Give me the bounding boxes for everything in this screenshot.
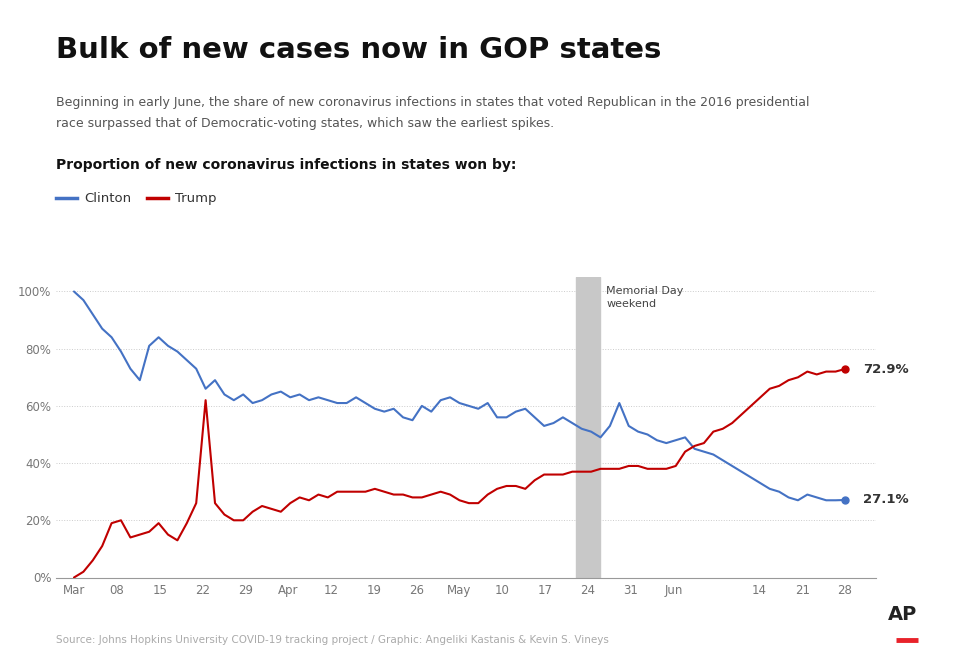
Text: Proportion of new coronavirus infections in states won by:: Proportion of new coronavirus infections… bbox=[56, 158, 516, 172]
Text: 27.1%: 27.1% bbox=[863, 494, 909, 506]
Text: Trump: Trump bbox=[175, 191, 217, 205]
Text: Beginning in early June, the share of new coronavirus infections in states that : Beginning in early June, the share of ne… bbox=[56, 96, 809, 109]
Text: Source: Johns Hopkins University COVID-19 tracking project / Graphic: Angeliki K: Source: Johns Hopkins University COVID-1… bbox=[56, 636, 609, 645]
Text: Bulk of new cases now in GOP states: Bulk of new cases now in GOP states bbox=[56, 36, 661, 64]
Bar bbox=[575, 277, 600, 578]
Text: Memorial Day
weekend: Memorial Day weekend bbox=[606, 286, 684, 309]
Text: Clinton: Clinton bbox=[84, 191, 131, 205]
Text: race surpassed that of Democratic-voting states, which saw the earliest spikes.: race surpassed that of Democratic-voting… bbox=[56, 117, 553, 130]
Text: 72.9%: 72.9% bbox=[863, 362, 909, 376]
Text: AP: AP bbox=[887, 605, 917, 624]
